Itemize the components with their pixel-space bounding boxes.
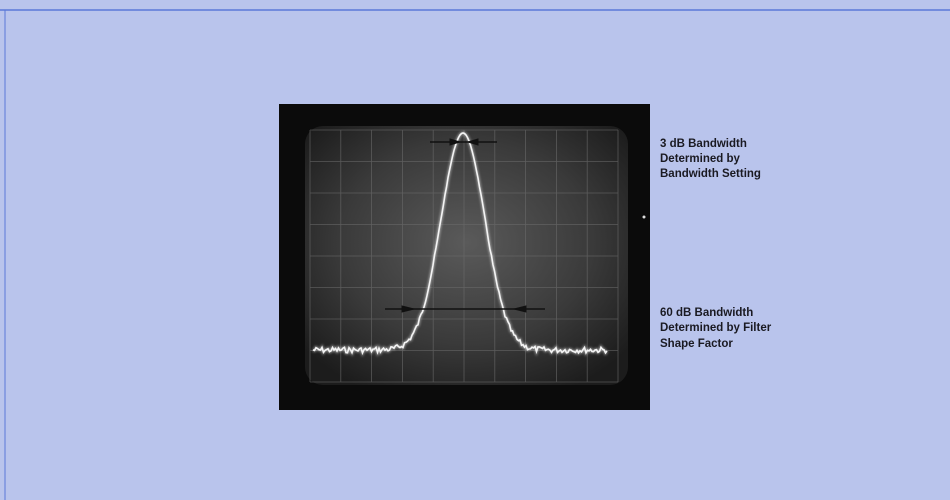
- dot: [642, 215, 646, 219]
- annotation-line: Shape Factor: [660, 338, 733, 350]
- annotation: 60 dB Bandwidth Determined by Filter Sha…: [660, 307, 772, 350]
- annotation-line: Determined by Filter: [660, 322, 772, 334]
- annotation-line: 3 dB Bandwidth: [660, 138, 747, 150]
- annotation-line: Determined by: [660, 153, 740, 165]
- arrowhead: [449, 138, 462, 146]
- annotation: 3 dB Bandwidth Determined by Bandwidth S…: [660, 138, 761, 180]
- arrowhead: [513, 305, 527, 313]
- trace: [312, 131, 609, 358]
- annotation-line: Bandwidth Setting: [660, 168, 761, 180]
- bandwidth-markers: [385, 138, 545, 313]
- annotation-line: 60 dB Bandwidth: [660, 307, 753, 319]
- scope-screen: [305, 126, 628, 385]
- trace-line: [312, 132, 608, 356]
- arrowhead: [401, 305, 415, 313]
- arrowhead: [466, 138, 479, 146]
- graticule: [309, 129, 619, 383]
